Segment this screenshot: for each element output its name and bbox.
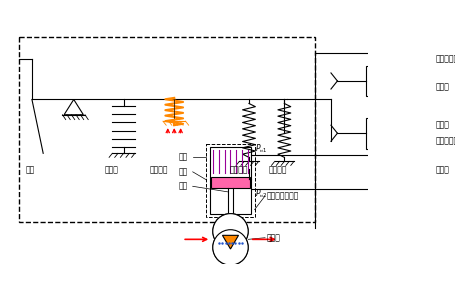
Text: 调零弹簧: 调零弹簧 — [268, 165, 287, 174]
Polygon shape — [222, 235, 238, 249]
Text: 信号压力: 信号压力 — [150, 165, 168, 174]
Bar — [365, 118, 407, 149]
Bar — [206, 144, 254, 217]
Circle shape — [423, 185, 430, 193]
Text: 波纹管: 波纹管 — [104, 165, 118, 174]
Bar — [209, 147, 251, 214]
Text: 推杆: 推杆 — [178, 182, 187, 191]
Text: 杠杆: 杠杆 — [25, 165, 35, 174]
Text: 气缸: 气缸 — [178, 153, 187, 162]
Circle shape — [212, 230, 248, 265]
Text: 调节阀: 调节阀 — [266, 233, 280, 242]
Circle shape — [212, 214, 248, 249]
Text: 上喷嘴: 上喷嘴 — [435, 82, 448, 91]
Circle shape — [212, 230, 248, 265]
Text: 下喷嘴: 下喷嘴 — [435, 121, 448, 130]
Bar — [19, 37, 314, 222]
Bar — [365, 66, 407, 96]
Circle shape — [212, 214, 248, 249]
Text: 活塞: 活塞 — [178, 167, 187, 176]
Text: 反馈弹簧: 反馈弹簧 — [229, 165, 248, 174]
Bar — [211, 177, 249, 188]
Text: 功率放大器: 功率放大器 — [435, 55, 455, 64]
Text: 定位器: 定位器 — [435, 165, 448, 174]
Text: $P_{出1}$: $P_{出1}$ — [255, 143, 267, 154]
Text: $P_{出2}$: $P_{出2}$ — [255, 188, 267, 200]
Text: 功率放大器: 功率放大器 — [435, 137, 455, 146]
Text: 活塞式执行机构: 活塞式执行机构 — [266, 191, 298, 200]
Circle shape — [423, 151, 430, 159]
